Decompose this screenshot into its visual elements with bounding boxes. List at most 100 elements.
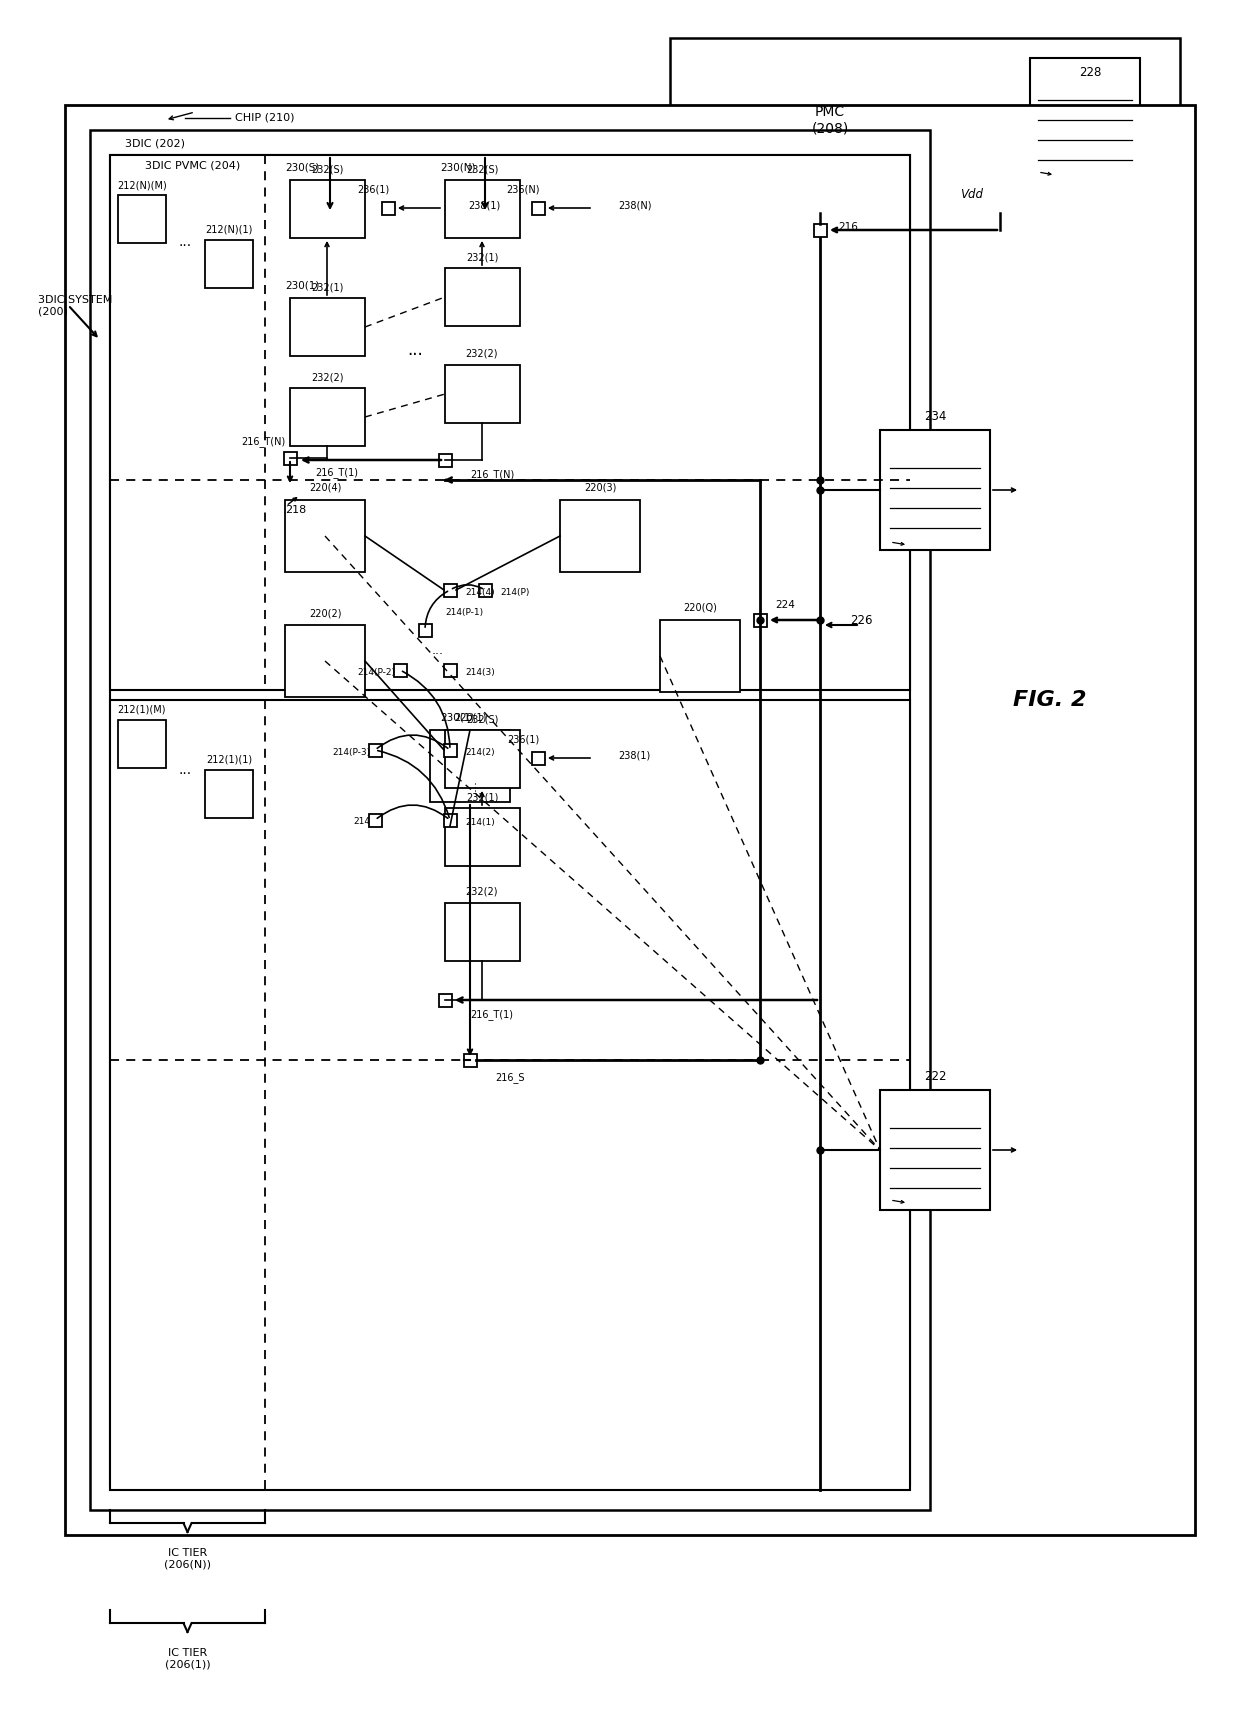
Text: ...: ...: [179, 235, 191, 249]
Text: 232(2): 232(2): [466, 349, 498, 360]
Text: 216_T(N): 216_T(N): [470, 469, 515, 481]
Text: 220(1): 220(1): [454, 713, 486, 723]
Bar: [560, 500, 640, 573]
Text: 238(1): 238(1): [618, 751, 650, 759]
Text: 214(2): 214(2): [465, 747, 495, 756]
Text: 214(P-1): 214(P-1): [445, 607, 484, 616]
Bar: [464, 1054, 476, 1066]
Bar: [110, 156, 910, 1484]
Text: 232(S): 232(S): [466, 714, 498, 723]
Bar: [445, 730, 520, 787]
Bar: [439, 993, 451, 1007]
Bar: [393, 664, 407, 676]
Text: 3DIC PVMC (204): 3DIC PVMC (204): [145, 159, 241, 170]
Text: 230(S): 230(S): [285, 163, 320, 173]
Text: 3DIC (202): 3DIC (202): [125, 138, 185, 149]
Bar: [660, 619, 740, 692]
Bar: [754, 614, 766, 626]
Bar: [91, 130, 930, 1510]
Text: 220(2): 220(2): [309, 607, 341, 618]
Text: 230(N): 230(N): [440, 163, 475, 173]
Text: 224: 224: [775, 600, 795, 611]
Bar: [439, 453, 451, 467]
Text: 214(3): 214(3): [465, 668, 495, 676]
Bar: [532, 201, 544, 215]
Text: 214: 214: [353, 818, 370, 827]
Bar: [290, 180, 365, 239]
Bar: [118, 195, 166, 242]
Text: 212(N)(1): 212(N)(1): [206, 225, 253, 235]
Bar: [368, 744, 382, 756]
Text: ...: ...: [465, 778, 479, 791]
Text: 236(1): 236(1): [507, 735, 539, 746]
Text: FIG. 2: FIG. 2: [1013, 690, 1086, 709]
Bar: [430, 730, 510, 803]
Bar: [205, 770, 253, 818]
Text: 216_T(1): 216_T(1): [315, 467, 358, 479]
Bar: [670, 38, 1180, 213]
Text: CHIP (210): CHIP (210): [236, 112, 295, 123]
Text: 214(1): 214(1): [465, 818, 495, 827]
Bar: [445, 903, 520, 960]
Bar: [290, 388, 365, 446]
Text: ...: ...: [179, 763, 191, 777]
Text: 230(1): 230(1): [440, 713, 475, 723]
Text: 218: 218: [285, 505, 306, 516]
Text: 212(1)(M): 212(1)(M): [118, 706, 166, 714]
Bar: [880, 431, 990, 550]
Text: (200): (200): [38, 306, 68, 317]
Text: 236(1): 236(1): [357, 185, 389, 195]
Bar: [382, 201, 394, 215]
Text: 228: 228: [1079, 66, 1101, 78]
Bar: [205, 240, 253, 287]
Bar: [419, 623, 432, 637]
Text: 214(4): 214(4): [465, 588, 495, 597]
Text: 222: 222: [924, 1071, 946, 1083]
Text: 220(Q): 220(Q): [683, 604, 717, 612]
Text: 216: 216: [838, 221, 858, 232]
Bar: [444, 664, 456, 676]
Text: 214(P-2): 214(P-2): [357, 668, 396, 676]
Text: IC TIER
(206(N)): IC TIER (206(N)): [164, 1548, 211, 1569]
Bar: [284, 452, 296, 464]
Text: 212(N)(M): 212(N)(M): [117, 180, 167, 190]
Bar: [285, 625, 365, 697]
Bar: [479, 583, 491, 597]
Text: 232(1): 232(1): [466, 253, 498, 261]
Text: PMC
(208): PMC (208): [811, 106, 848, 135]
Text: 214(P-3): 214(P-3): [332, 747, 370, 756]
Bar: [532, 751, 544, 765]
Text: 226: 226: [849, 614, 873, 626]
Bar: [444, 583, 456, 597]
Text: Vdd: Vdd: [960, 189, 983, 201]
Text: 232(2): 232(2): [311, 372, 343, 382]
Text: 238(N): 238(N): [618, 201, 651, 209]
Bar: [118, 720, 166, 768]
Bar: [368, 813, 382, 827]
Text: 230(1): 230(1): [285, 280, 320, 291]
Text: 214(P): 214(P): [500, 588, 529, 597]
Text: 216_S: 216_S: [495, 1073, 525, 1083]
Text: 232(S): 232(S): [466, 164, 498, 175]
Text: 220(3): 220(3): [584, 483, 616, 493]
Text: 234: 234: [924, 410, 946, 424]
Text: 236(N): 236(N): [506, 185, 539, 195]
Text: 216_T(1): 216_T(1): [470, 1010, 513, 1021]
Bar: [285, 500, 365, 573]
Bar: [110, 701, 910, 1490]
Bar: [445, 808, 520, 867]
Bar: [444, 744, 456, 756]
Text: IC TIER
(206(1)): IC TIER (206(1)): [165, 1649, 211, 1669]
Text: 216_T(N): 216_T(N): [241, 436, 285, 448]
Text: 232(1): 232(1): [466, 792, 498, 803]
Text: 220(4): 220(4): [309, 483, 341, 493]
Text: 3DIC SYSTEM: 3DIC SYSTEM: [38, 296, 113, 304]
Bar: [64, 106, 1195, 1535]
Text: 212(1)(1): 212(1)(1): [206, 754, 252, 765]
Bar: [445, 268, 520, 325]
Bar: [444, 813, 456, 827]
Text: 238(1): 238(1): [467, 201, 500, 209]
Bar: [110, 156, 910, 690]
Bar: [1030, 59, 1140, 189]
Text: 232(S): 232(S): [311, 164, 343, 175]
